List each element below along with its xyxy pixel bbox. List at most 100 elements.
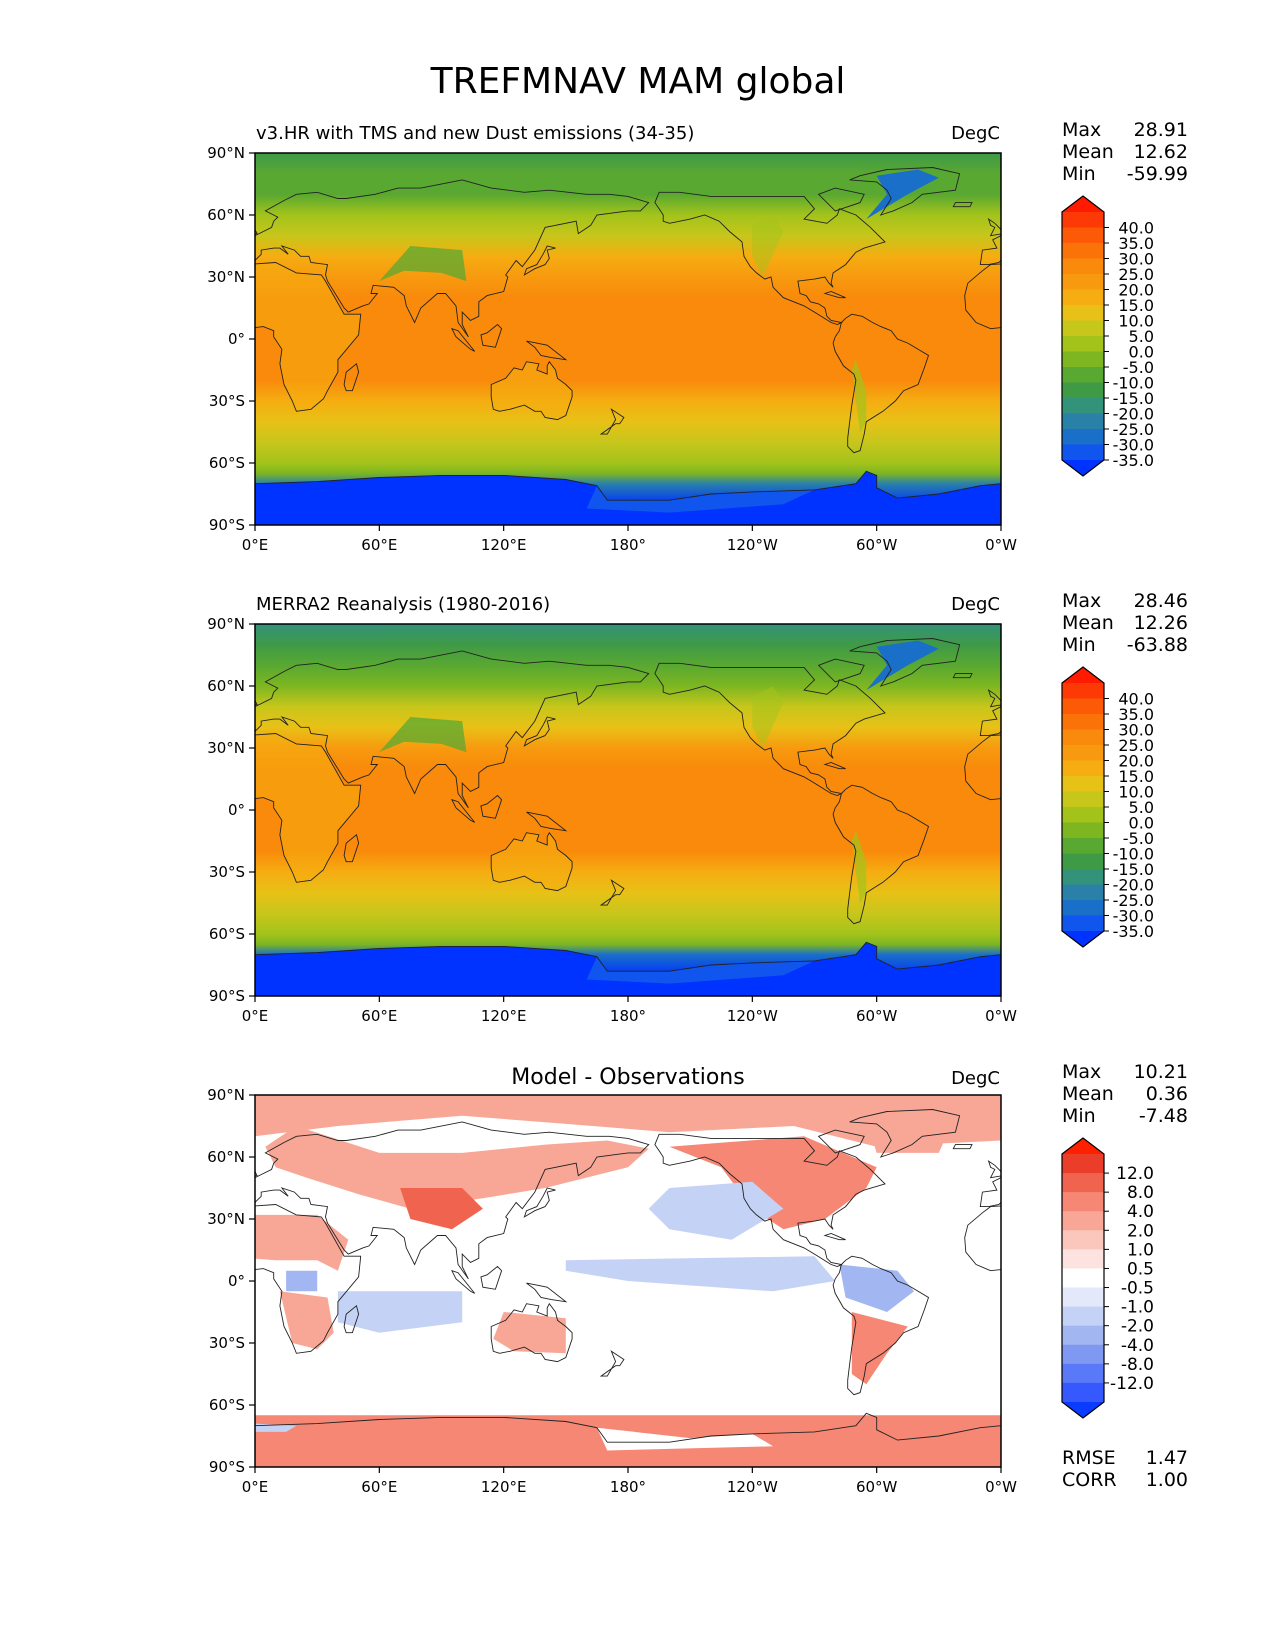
lon-tick-label: 0°W	[985, 536, 1017, 554]
panel-model-units: DegC	[951, 123, 1000, 144]
coastline-australia	[490, 831, 573, 892]
rmse-value: 1.47	[1146, 1447, 1188, 1469]
colorbar-swatch	[1062, 351, 1104, 368]
colorbar-model: 40.035.030.025.020.015.010.05.00.0-5.0-1…	[1061, 195, 1154, 477]
coastline-antarctica	[255, 941, 1001, 996]
colorbar-tick-label: 5.0	[1129, 798, 1154, 817]
colorbar-tick-label: 0.0	[1129, 343, 1154, 362]
colorbar-extend-min	[1062, 460, 1104, 476]
obs-field	[255, 624, 1001, 996]
coastline-africa	[255, 1204, 362, 1354]
colorbar-extend-min	[1062, 931, 1104, 947]
lat-tick-label: 90°S	[209, 516, 245, 534]
colorbar-swatch	[1062, 1192, 1104, 1212]
colorbar-swatch	[1062, 367, 1104, 384]
colorbar-tick-label: 8.0	[1127, 1183, 1154, 1203]
figure-title: TREFMNAV MAM global	[430, 61, 846, 102]
colorbar-swatch	[1062, 413, 1104, 430]
colorbar-tick-label: 15.0	[1118, 767, 1154, 786]
stat-mean-label: Mean	[1062, 141, 1114, 163]
colorbar-swatch	[1062, 1344, 1104, 1365]
coastline-japan	[523, 716, 556, 747]
tibet-cold-region	[379, 246, 467, 282]
colorbar-swatch	[1062, 243, 1104, 260]
coastline-northamerica	[654, 662, 886, 796]
colorbar-tick-label: -20.0	[1113, 405, 1154, 424]
colorbar-swatch	[1062, 429, 1104, 446]
coastline-northamerica	[654, 191, 886, 325]
coastline-baffin	[817, 1129, 865, 1154]
coastline-southamerica	[832, 784, 930, 925]
diff-sahara-warm	[255, 1214, 349, 1271]
coastline-japan	[523, 1187, 556, 1218]
colorbar-extend-max	[1062, 196, 1104, 212]
stat-max-label: Max	[1062, 119, 1101, 141]
colorbar-tick-label: 12.0	[1116, 1164, 1154, 1184]
colorbar-obs: 40.035.030.025.020.015.010.05.00.0-5.0-1…	[1061, 666, 1154, 948]
lon-tick-label: 60°E	[361, 536, 397, 554]
coastline-southamerica	[832, 1255, 930, 1396]
lat-tick-label: 60°S	[209, 1396, 245, 1414]
colorbar-swatch	[1062, 729, 1104, 746]
metrics-diff: RMSE 1.47 CORR 1.00	[1062, 1447, 1188, 1491]
lat-tick-label: 0°	[228, 1272, 245, 1290]
lat-tick-label: 60°S	[209, 454, 245, 472]
coastline-greenland	[849, 167, 961, 216]
colorbar-swatch	[1062, 1382, 1104, 1403]
colorbar-tick-label: 15.0	[1118, 296, 1154, 315]
colorbar-swatch	[1062, 1230, 1104, 1250]
colorbar-tick-label: -30.0	[1113, 907, 1154, 926]
panel-model: v3.HR with TMS and new Dust emissions (3…	[207, 123, 1017, 554]
colorbar-tick-label: -5.0	[1123, 358, 1154, 377]
stat-min-value: -63.88	[1127, 634, 1188, 656]
colorbar-swatch	[1062, 683, 1104, 700]
stat-mean-value: 12.62	[1134, 141, 1188, 163]
greenland-cold-region	[866, 169, 939, 220]
colorbar-tick-label: 20.0	[1118, 752, 1154, 771]
colorbar-swatch	[1062, 1173, 1104, 1193]
coastline-antarctica	[255, 470, 1001, 525]
coastline-newguinea	[526, 811, 568, 832]
coastline-uk	[255, 699, 258, 706]
stat-min-label: Min	[1062, 1105, 1096, 1127]
stats-model: Max 28.91 Mean 12.62 Min -59.99	[1062, 119, 1188, 185]
diff-indian-cool	[337, 1291, 463, 1333]
lon-tick-label: 180°	[610, 536, 646, 554]
coastline-madagascar	[343, 834, 360, 863]
colorbar-swatch	[1062, 1306, 1104, 1327]
colorbar-swatch	[1062, 776, 1104, 793]
colorbar-swatch	[1062, 1154, 1104, 1174]
colorbar-swatch	[1062, 900, 1104, 917]
lon-tick-label: 120°W	[727, 1478, 778, 1496]
colorbar-tick-label: -4.0	[1121, 1336, 1154, 1356]
diff-npacific-cool	[648, 1181, 784, 1240]
coastline-newzealand	[599, 1350, 625, 1377]
coastline-sumatra	[451, 798, 476, 823]
colorbar-tick-label: -15.0	[1113, 860, 1154, 879]
antarctica-cold-region	[255, 471, 1001, 525]
colorbar-tick-label: -35.0	[1113, 451, 1154, 470]
colorbar-swatch	[1062, 714, 1104, 731]
lon-tick-label: 120°E	[481, 1007, 527, 1025]
colorbar-tick-label: 0.5	[1127, 1259, 1154, 1279]
stat-max-value: 28.46	[1134, 590, 1188, 612]
colorbar-swatch	[1062, 698, 1104, 715]
coastline-africa	[255, 733, 362, 883]
panel-model-subtitle: v3.HR with TMS and new Dust emissions (3…	[256, 123, 694, 144]
colorbar-tick-label: 30.0	[1118, 721, 1154, 740]
coastline-baffin	[817, 658, 865, 683]
corr-label: CORR	[1062, 1469, 1117, 1491]
stat-min-value: -59.99	[1127, 163, 1188, 185]
coastline-iceland	[952, 202, 973, 208]
colorbar-tick-label: 20.0	[1118, 281, 1154, 300]
colorbar-swatch	[1062, 1287, 1104, 1308]
colorbar-tick-label: -12.0	[1110, 1374, 1154, 1394]
diff-australia-warm	[493, 1312, 566, 1354]
colorbar-swatch	[1062, 807, 1104, 824]
ross-shelf-region	[586, 485, 815, 513]
colorbar-tick-label: 35.0	[1118, 234, 1154, 253]
coastline-uk-wrap	[987, 688, 1001, 708]
colorbar-tick-label: 2.0	[1127, 1221, 1154, 1241]
lon-tick-label: 0°E	[242, 536, 269, 554]
